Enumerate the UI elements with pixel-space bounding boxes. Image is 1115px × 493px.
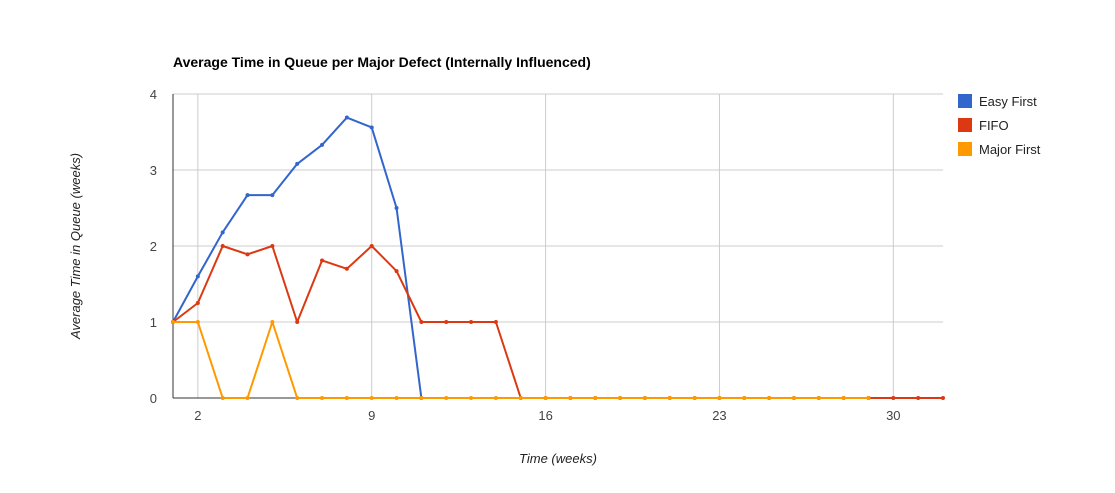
data-point	[816, 396, 821, 400]
data-point	[394, 269, 399, 274]
data-point	[469, 396, 474, 400]
data-point	[518, 396, 523, 400]
data-point	[419, 396, 424, 400]
data-point	[369, 244, 374, 248]
y-tick-label: 2	[150, 239, 157, 254]
data-point	[320, 258, 325, 263]
data-point	[195, 301, 200, 305]
data-point	[891, 396, 896, 400]
data-point	[369, 396, 374, 400]
data-point	[742, 396, 747, 400]
data-point	[444, 396, 449, 400]
data-point	[692, 396, 697, 400]
data-point	[245, 193, 250, 198]
data-point	[841, 396, 846, 400]
data-point	[543, 396, 548, 400]
data-point	[344, 396, 349, 400]
x-tick-label: 30	[886, 408, 900, 423]
y-tick-label: 1	[150, 315, 157, 330]
data-point	[767, 396, 772, 400]
data-point	[394, 396, 399, 400]
data-point	[941, 396, 945, 400]
data-point	[295, 320, 300, 324]
y-tick-label: 3	[150, 163, 157, 178]
y-tick-label: 0	[150, 391, 157, 406]
data-point	[394, 206, 399, 210]
data-point	[717, 396, 722, 400]
legend-label: Major First	[979, 142, 1041, 157]
data-point	[568, 396, 573, 400]
legend-label: Easy First	[979, 94, 1037, 109]
legend-label: FIFO	[979, 118, 1009, 133]
data-point	[916, 396, 921, 400]
data-point	[220, 244, 225, 248]
x-tick-label: 16	[538, 408, 552, 423]
data-point	[444, 320, 449, 324]
data-point	[270, 193, 275, 198]
data-point	[667, 396, 672, 400]
data-point	[320, 142, 325, 147]
data-point	[419, 320, 424, 324]
data-point	[245, 252, 250, 257]
data-point	[344, 266, 349, 271]
data-point	[270, 320, 275, 324]
data-point	[270, 244, 275, 248]
data-point	[295, 396, 300, 400]
series-line	[173, 321, 869, 399]
legend-swatch	[958, 142, 972, 156]
data-point	[493, 396, 498, 400]
data-point	[295, 161, 300, 166]
data-point	[245, 396, 250, 400]
data-point	[195, 274, 200, 279]
data-point	[791, 396, 796, 400]
series-group	[171, 115, 945, 400]
data-point	[344, 115, 349, 120]
x-tick-label: 9	[368, 408, 375, 423]
x-tick-label: 2	[194, 408, 201, 423]
data-point	[220, 230, 225, 235]
chart-title: Average Time in Queue per Major Defect (…	[173, 54, 591, 70]
data-point	[866, 396, 871, 400]
y-axis-title: Average Time in Queue (weeks)	[68, 153, 83, 340]
data-point	[469, 320, 474, 324]
legend-swatch	[958, 94, 972, 108]
x-axis-title: Time (weeks)	[519, 451, 597, 466]
x-tick-label: 23	[712, 408, 726, 423]
data-point	[195, 320, 200, 324]
data-point	[220, 396, 225, 400]
data-point	[593, 396, 598, 400]
data-point	[618, 396, 623, 400]
y-tick-label: 4	[150, 87, 157, 102]
data-point	[171, 320, 175, 324]
data-point	[320, 396, 325, 400]
legend-swatch	[958, 118, 972, 132]
data-point	[493, 320, 498, 324]
legend: Easy First FIFO Major First	[958, 94, 1041, 157]
series-major-first	[171, 320, 871, 400]
gridlines	[173, 93, 943, 398]
data-point	[642, 396, 647, 400]
data-point	[369, 125, 374, 130]
